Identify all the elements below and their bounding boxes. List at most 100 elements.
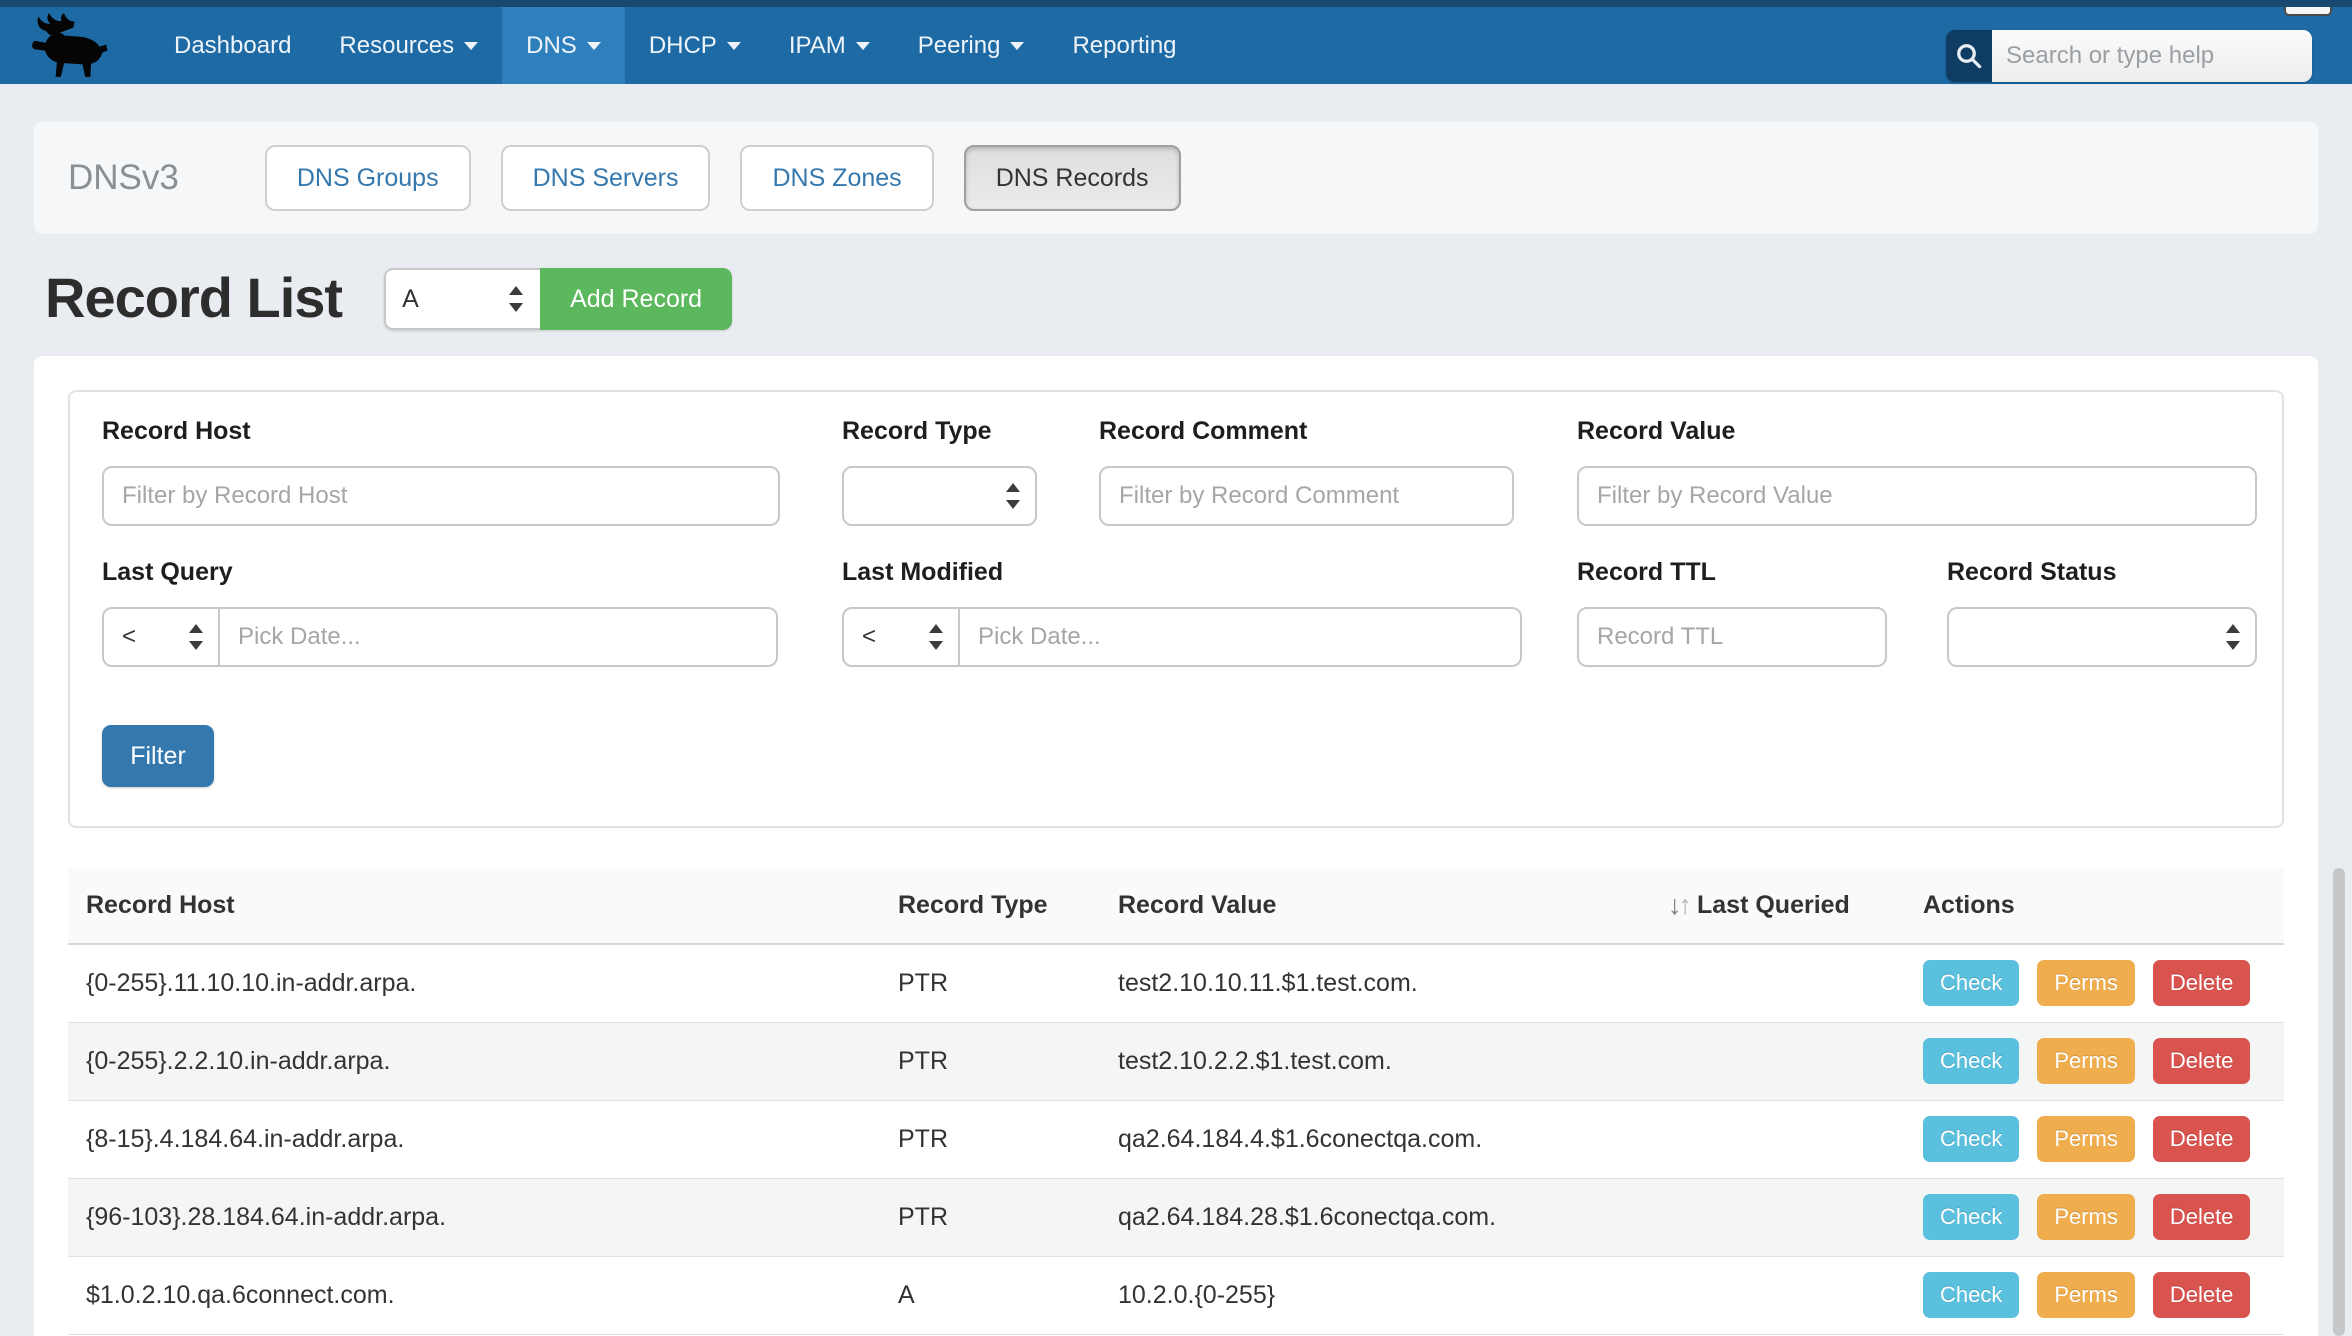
perms-button[interactable]: Perms xyxy=(2037,1272,2135,1318)
add-record-group: A Add Record xyxy=(384,268,733,330)
moose-logo-icon[interactable] xyxy=(26,9,126,83)
record-host-cell: {0-255}.2.2.10.in-addr.arpa. xyxy=(68,1022,880,1101)
main-panel: Record Host Record Type Record Comment R… xyxy=(34,356,2318,1336)
delete-button[interactable]: Delete xyxy=(2152,1194,2251,1240)
record-type-filter-select[interactable] xyxy=(842,466,1037,526)
main-menu: Dashboard Resources DNS DHCP IPAM Peering Repo… xyxy=(150,7,1201,84)
last-query-date-input[interactable] xyxy=(220,607,778,667)
add-record-button[interactable]: Add Record xyxy=(540,268,733,330)
header-record-host: Record Host xyxy=(68,868,880,945)
actions-cell: Check Perms Delete xyxy=(1905,1100,2284,1179)
tab-dns-records[interactable]: DNS Records xyxy=(963,145,1181,211)
header-record-value: Record Value xyxy=(1100,868,1650,945)
delete-button[interactable]: Delete xyxy=(2152,960,2251,1007)
delete-button[interactable]: Delete xyxy=(2152,1272,2251,1318)
last-queried-cell xyxy=(1650,944,1905,1023)
nav-item-dhcp[interactable]: DHCP xyxy=(625,7,765,84)
top-navbar: Dashboard Resources DNS DHCP IPAM Peering Repo… xyxy=(0,0,2352,84)
last-modified-date-input[interactable] xyxy=(960,607,1522,667)
check-button[interactable]: Check xyxy=(1923,1116,2020,1162)
tab-dns-groups[interactable]: DNS Groups xyxy=(264,145,471,211)
last-query-operator-select[interactable]: < xyxy=(102,607,220,667)
check-button[interactable]: Check xyxy=(1923,1038,2020,1084)
record-list-header: Record List A Add Record xyxy=(45,264,733,330)
header-actions: Actions xyxy=(1905,868,2284,945)
record-value-cell: test2.10.2.2.$1.test.com. xyxy=(1100,1022,1650,1101)
chevron-down-icon xyxy=(586,41,601,50)
filter-card: Record Host Record Type Record Comment R… xyxy=(68,390,2284,828)
record-type-cell: PTR xyxy=(880,1022,1100,1101)
header-last-queried-label: Last Queried xyxy=(1697,891,1850,919)
record-type-selected-value: A xyxy=(402,284,419,313)
last-queried-cell xyxy=(1650,1256,1905,1335)
record-comment-filter-input[interactable] xyxy=(1099,466,1514,526)
chevron-down-icon xyxy=(464,41,479,50)
record-status-label: Record Status xyxy=(1947,558,2117,586)
search-input[interactable] xyxy=(1992,30,2312,82)
delete-button[interactable]: Delete xyxy=(2152,1116,2251,1162)
record-host-cell: {8-15}.4.184.64.in-addr.arpa. xyxy=(68,1100,880,1179)
actions-cell: Check Perms Delete xyxy=(1905,1022,2284,1101)
dns-section-bar: DNSv3 DNS Groups DNS Servers DNS Zones DNS … xyxy=(34,122,2318,234)
record-type-cell: PTR xyxy=(880,1100,1100,1179)
select-spinner-icon xyxy=(189,622,204,652)
record-host-label: Record Host xyxy=(102,417,251,445)
check-button[interactable]: Check xyxy=(1923,1194,2020,1240)
record-type-label: Record Type xyxy=(842,417,992,445)
last-query-label: Last Query xyxy=(102,558,233,586)
nav-item-dns[interactable]: DNS xyxy=(502,7,625,84)
perms-button[interactable]: Perms xyxy=(2037,1116,2135,1162)
record-host-cell: {96-103}.28.184.64.in-addr.arpa. xyxy=(68,1178,880,1257)
last-queried-cell xyxy=(1650,1022,1905,1101)
record-ttl-label: Record TTL xyxy=(1577,558,1716,586)
perms-button[interactable]: Perms xyxy=(2037,960,2135,1007)
record-host-filter-input[interactable] xyxy=(102,466,780,526)
check-button[interactable]: Check xyxy=(1923,960,2020,1007)
tab-dns-zones[interactable]: DNS Zones xyxy=(740,145,934,211)
scrollbar[interactable] xyxy=(2333,868,2345,1336)
perms-button[interactable]: Perms xyxy=(2037,1194,2135,1240)
check-button[interactable]: Check xyxy=(1923,1272,2020,1318)
records-table: Record Host Record Type Record Value ↓↑ … xyxy=(68,868,2284,1335)
select-spinner-icon xyxy=(1006,481,1021,511)
record-value-filter-input[interactable] xyxy=(1577,466,2257,526)
header-last-queried[interactable]: ↓↑ Last Queried xyxy=(1650,868,1905,945)
record-type-cell: PTR xyxy=(880,944,1100,1023)
record-type-cell: A xyxy=(880,1256,1100,1335)
delete-button[interactable]: Delete xyxy=(2152,1038,2251,1084)
nav-item-peering[interactable]: Peering xyxy=(894,7,1049,84)
last-modified-operator-value: < xyxy=(862,623,877,650)
table-row: {0-255}.11.10.10.in-addr.arpa. PTR test2… xyxy=(68,944,2284,1023)
tab-dns-servers[interactable]: DNS Servers xyxy=(500,145,711,211)
last-queried-cell xyxy=(1650,1178,1905,1257)
record-value-label: Record Value xyxy=(1577,417,1736,445)
dnsv3-title: DNSv3 xyxy=(68,158,179,197)
record-type-select[interactable]: A xyxy=(384,268,541,330)
table-header-row: Record Host Record Type Record Value ↓↑ … xyxy=(68,868,2284,945)
nav-item-ipam[interactable]: IPAM xyxy=(765,7,894,84)
sort-icon[interactable]: ↓↑ xyxy=(1668,890,1692,920)
nav-item-label: Reporting xyxy=(1072,31,1177,59)
nav-item-resources[interactable]: Resources xyxy=(315,7,502,84)
actions-cell: Check Perms Delete xyxy=(1905,1256,2284,1335)
page-title: Record List xyxy=(45,265,343,329)
record-status-select[interactable] xyxy=(1947,607,2257,667)
nav-item-reporting[interactable]: Reporting xyxy=(1048,7,1200,84)
table-row: {8-15}.4.184.64.in-addr.arpa. PTR qa2.64… xyxy=(68,1100,2284,1179)
record-value-cell: qa2.64.184.4.$1.6conectqa.com. xyxy=(1100,1100,1650,1179)
record-value-cell: test2.10.10.11.$1.test.com. xyxy=(1100,944,1650,1023)
perms-button[interactable]: Perms xyxy=(2037,1038,2135,1084)
filter-button[interactable]: Filter xyxy=(102,725,214,787)
dns-tabs: DNS Groups DNS Servers DNS Zones DNS Record… xyxy=(264,145,1181,211)
record-ttl-input[interactable] xyxy=(1577,607,1887,667)
record-comment-label: Record Comment xyxy=(1099,417,1308,445)
nav-item-dashboard[interactable]: Dashboard xyxy=(150,7,315,84)
record-host-cell: $1.0.2.10.qa.6connect.com. xyxy=(68,1256,880,1335)
nav-item-label: DHCP xyxy=(648,31,717,59)
last-queried-cell xyxy=(1650,1100,1905,1179)
table-row: {0-255}.2.2.10.in-addr.arpa. PTR test2.1… xyxy=(68,1022,2284,1101)
table-row: $1.0.2.10.qa.6connect.com. A 10.2.0.{0-2… xyxy=(68,1256,2284,1335)
last-modified-operator-select[interactable]: < xyxy=(842,607,960,667)
nav-item-label: Resources xyxy=(339,31,455,59)
search-icon[interactable] xyxy=(1946,30,1992,82)
